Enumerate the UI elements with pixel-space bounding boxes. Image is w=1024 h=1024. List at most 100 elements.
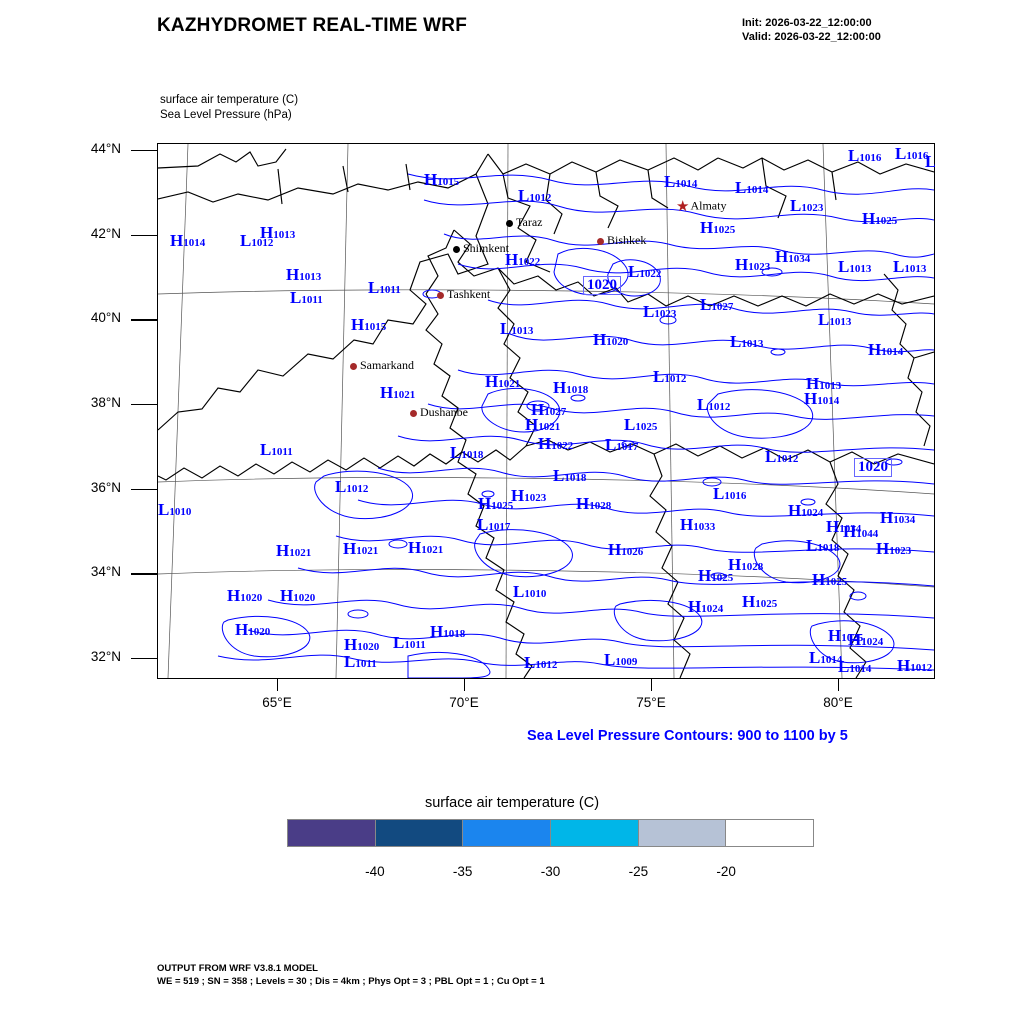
pressure-center-label: H1023 — [735, 255, 770, 275]
pressure-center-type: H — [276, 541, 290, 560]
pressure-center-value: 1021 — [356, 545, 379, 557]
pressure-center-type: H — [408, 538, 422, 557]
pressure-center-value: 1034 — [839, 523, 862, 535]
lat-tick-mark — [131, 150, 157, 152]
pressure-center-label: H1021 — [525, 415, 560, 435]
city-dot-icon — [437, 291, 444, 299]
pressure-center-value: 1021 — [538, 421, 561, 433]
pressure-center-type: L — [848, 146, 860, 165]
pressure-center-value: 1018 — [566, 384, 589, 396]
pressure-center-type: H — [344, 635, 358, 654]
pressure-center-label: L1017 — [605, 435, 638, 455]
pressure-center-label: H1024 — [848, 630, 883, 650]
pressure-center-value: 1034 — [893, 514, 916, 526]
pressure-center-label: H1018 — [430, 622, 465, 642]
init-time: Init: 2026-03-22_12:00:00 — [742, 17, 872, 29]
pressure-center-type: H — [698, 566, 712, 585]
pressure-center-label: H1028 — [576, 494, 611, 514]
pressure-center-label: L1012 — [240, 231, 273, 251]
pressure-center-label: L1011 — [368, 278, 401, 298]
pressure-center-label: H1025 — [862, 209, 897, 229]
city-label[interactable]: Taraz — [506, 215, 542, 230]
lon-tick-mark — [651, 679, 653, 691]
pressure-center-value: 1013 — [273, 229, 296, 241]
pressure-center-label: H1025 — [812, 570, 847, 590]
pressure-center-type: L — [158, 500, 170, 519]
pressure-center-label: H1034 — [775, 247, 810, 267]
pressure-center-value: 1022 — [639, 268, 662, 280]
pressure-center-type: L — [713, 484, 725, 503]
pressure-center-value: 1025 — [875, 215, 898, 227]
pressure-center-label: H1013 — [260, 223, 295, 243]
pressure-center-label: H1021 — [276, 541, 311, 561]
pressure-center-label: L1012 — [335, 477, 368, 497]
pressure-center-label: H1024 — [788, 501, 823, 521]
pressure-center-label: L1018 — [553, 466, 586, 486]
pressure-center-value: 1023 — [801, 202, 824, 214]
city-label[interactable]: Tashkent — [437, 287, 490, 302]
pressure-center-value: 1018 — [443, 628, 466, 640]
colorbar-tick-label: -30 — [540, 864, 561, 879]
pressure-center-value: 1020 — [357, 641, 380, 653]
pressure-center-type: H — [880, 508, 894, 527]
pressure-center-type: L — [664, 172, 676, 191]
pressure-center-value: 1013 — [819, 380, 842, 392]
contour-caption: Sea Level Pressure Contours: 900 to 1100… — [527, 728, 848, 744]
pressure-center-value: 1025 — [755, 598, 778, 610]
pressure-center-label: H1020 — [344, 635, 379, 655]
lat-tick-mark — [131, 658, 157, 660]
pressure-center-type: L — [818, 310, 830, 329]
pressure-center-type: H — [680, 515, 694, 534]
pressure-center-type: L — [730, 332, 742, 351]
capital-star-icon: ★ — [676, 199, 690, 215]
pressure-center-value: 1013 — [299, 271, 322, 283]
pressure-center-value: 1012 — [708, 401, 731, 413]
pressure-center-label: H1025 — [700, 218, 735, 238]
pressure-center-value: 1021 — [498, 378, 521, 390]
pressure-center-label: L1013 — [818, 310, 851, 330]
lat-tick-label: 42°N — [90, 225, 121, 241]
city-name: Almaty — [690, 198, 727, 213]
pressure-center-label: L1023 — [790, 196, 823, 216]
city-label[interactable]: ★Almaty — [676, 197, 726, 216]
pressure-center-value: 1021 — [393, 389, 416, 401]
map-vector-layer — [158, 144, 934, 678]
city-name: Shimkent — [463, 241, 510, 255]
city-name: Bishkek — [607, 233, 647, 247]
pressure-center-label: H1014 — [868, 340, 903, 360]
pressure-center-value: 1015 — [437, 176, 460, 188]
lat-tick-mark — [131, 488, 157, 490]
pressure-center-value: 1012 — [535, 659, 558, 671]
pressure-center-type: H — [828, 626, 842, 645]
pressure-center-label: H1022 — [505, 250, 540, 270]
lat-tick-mark — [131, 404, 157, 406]
lon-tick-mark — [838, 679, 840, 691]
city-name: Dushanbe — [420, 405, 468, 419]
city-label[interactable]: Shimkent — [453, 241, 509, 256]
city-label[interactable]: Bishkek — [597, 233, 646, 248]
pressure-center-label: H1015 — [424, 170, 459, 190]
pressure-center-label: L1016 — [713, 484, 746, 504]
city-label[interactable]: Samarkand — [350, 358, 414, 373]
pressure-center-label: H1021 — [485, 372, 520, 392]
pressure-center-label: L1018 — [450, 443, 483, 463]
colorbar[interactable] — [287, 819, 814, 847]
pressure-center-type: H — [525, 415, 539, 434]
pressure-center-type: L — [260, 440, 272, 459]
pressure-center-type: L — [653, 367, 665, 386]
city-label[interactable]: Dushanbe — [410, 405, 468, 420]
pressure-center-label: H1013 — [806, 374, 841, 394]
pressure-center-value: 1014 — [820, 654, 843, 666]
pressure-center-type: H — [788, 501, 802, 520]
pressure-center-label: L1014 — [809, 648, 842, 668]
pressure-center-value: 1022 — [518, 256, 541, 268]
pressure-center-type: L — [524, 653, 536, 672]
pressure-center-type: L — [697, 395, 709, 414]
weather-map[interactable] — [157, 143, 935, 679]
pressure-center-label: L1013 — [838, 257, 871, 277]
pressure-center-value: 1020 — [293, 592, 316, 604]
pressure-center-value: 1014 — [881, 346, 904, 358]
pressure-center-value: 1009 — [615, 656, 638, 668]
pressure-center-type: H — [235, 620, 249, 639]
map-annotation-layer: H1015L1012L1014L1014L1016L1016L1016L1023… — [157, 143, 935, 679]
